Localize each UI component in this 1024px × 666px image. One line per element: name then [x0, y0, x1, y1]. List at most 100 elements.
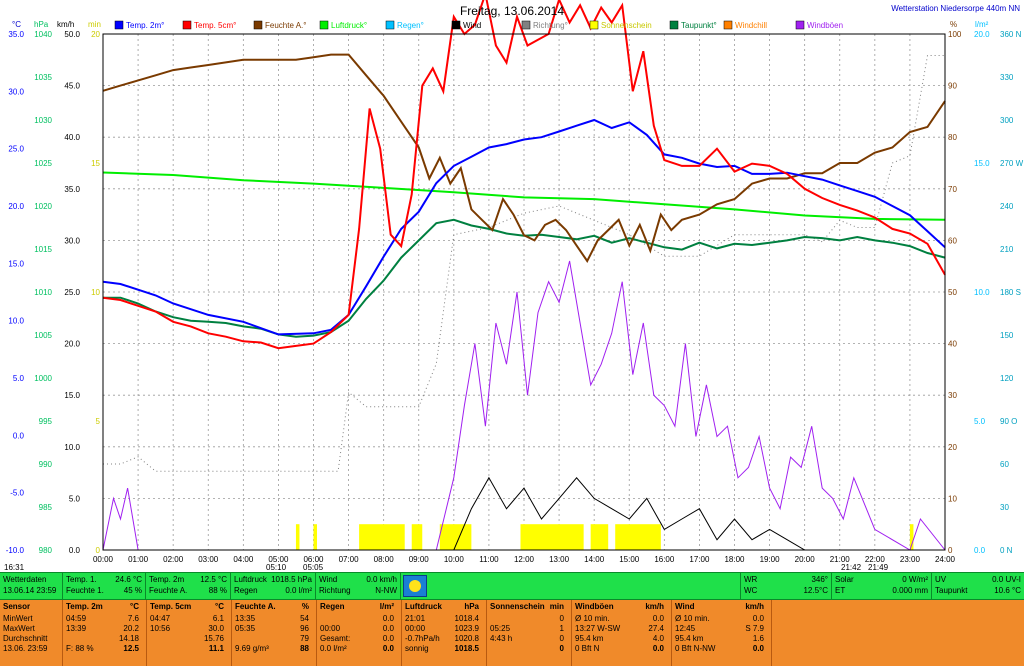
stats-cell-value: 79	[300, 634, 309, 643]
regen-label: Regen	[234, 586, 258, 595]
y-tick-label: 0	[96, 546, 101, 555]
sunshine-bars	[295, 524, 914, 550]
stats-cell-note: F: 88 %	[66, 644, 94, 653]
x-tick-label: 20:00	[795, 555, 816, 564]
taupunkt-label: Taupunkt	[935, 586, 968, 595]
uv-value: 0.0 UV-I	[992, 575, 1021, 584]
sunshine-bar	[615, 524, 661, 550]
et-label: ET	[835, 586, 846, 595]
humidity-unit: %	[950, 20, 957, 29]
stats-cell: 04:59 7.6	[66, 614, 143, 624]
legend-swatch	[253, 20, 263, 30]
x-tick-label: 06:00	[303, 555, 324, 564]
y-tick-label: 60	[948, 236, 957, 245]
weather-chart: 35.0 30.0 25.0 20.0 15.0 10.0 5.0 0.0 -5.0 -10.0 1…	[4, 0, 1024, 572]
stats-cell: 0 Bft N 0.0	[575, 644, 668, 654]
legend-label: Temp. 5cm°	[194, 21, 236, 30]
y-tick-label: 0 N	[1000, 546, 1013, 555]
legend-label: Luftdruck°	[331, 21, 367, 30]
series-line-temp-5cm-	[102, 0, 946, 350]
y-tick-label: 1040	[34, 30, 52, 39]
temp2m-label: Temp. 2m	[149, 575, 185, 584]
y-tick-label: 40	[948, 340, 957, 349]
sunshine-bar	[295, 524, 300, 550]
solar-value: 0 W/m²	[902, 575, 928, 584]
y-tick-label: 1025	[34, 159, 52, 168]
row-label-current: 13.06. 23:59	[3, 644, 48, 653]
stats-col-windb-en: Windböen km/h Ø 10 min. 0.0 13:27 W-SW 27.4 95…	[572, 600, 672, 666]
x-tick-label: 10:00	[444, 555, 465, 564]
chart-title: Freitag, 13.06.2014	[460, 4, 564, 18]
stats-cell: 12:45 S 7.9	[675, 624, 768, 634]
stats-cell: Ø 10 min. 0.0	[675, 614, 768, 624]
legend-label: Wind	[463, 21, 481, 30]
stats-col-unit: km/h	[745, 602, 764, 611]
y-tick-label: 50	[948, 288, 957, 297]
stats-col-header: Sonnenschein min	[490, 602, 568, 614]
row-label-max: MaxWert	[3, 624, 35, 633]
stats-cell-note: 9.69 g/m³	[235, 644, 269, 653]
y-tick-label: 1000	[34, 374, 52, 383]
stats-cell-note: 0 Bft N-NW	[675, 644, 716, 653]
chart-axes: 35.0 30.0 25.0 20.0 15.0 10.0 5.0 0.0 -5.0 -10.0 1…	[6, 30, 1024, 564]
feuchteA-label: Feuchte A.	[149, 586, 188, 595]
temp1-label: Temp. 1.	[66, 575, 97, 584]
uv-label: UV	[935, 575, 947, 584]
x-tick-label: 18:00	[724, 555, 745, 564]
stats-cell-value: 0.0	[382, 644, 394, 653]
x-tick-label: 11:00	[479, 555, 499, 564]
sunshine-bar	[313, 524, 318, 550]
y-tick-label: 1005	[34, 331, 52, 340]
y-tick-label: 10.0	[974, 288, 990, 297]
y-tick-label: 120	[1000, 374, 1014, 383]
legend-swatch	[451, 20, 461, 30]
stats-cell-value: 27.4	[648, 624, 664, 633]
stats-cell: 0 Bft N-NW 0.0	[675, 644, 768, 654]
y-tick-label: 990	[39, 460, 53, 469]
pressure-unit: hPa	[34, 20, 49, 29]
stats-cell-value: 0.0	[652, 614, 664, 623]
stats-cell: 79	[235, 634, 313, 644]
stats-cell-value: 0.0	[382, 624, 394, 633]
stats-cell-note: 04:47	[150, 614, 171, 623]
stats-cell-value: 12.5	[123, 644, 139, 653]
wc-label: WC	[744, 586, 758, 595]
stats-cell-note: Ø 10 min.	[575, 614, 610, 623]
y-tick-label: 70	[948, 185, 957, 194]
legend-swatch	[114, 20, 124, 30]
stats-cell-value: 0	[559, 644, 564, 653]
stats-col-regen: Regen l/m² 0.0 00:00 0.0 Gesamt: 0.0 0.0 l/m² 0.…	[317, 600, 402, 666]
sunny-weather-icon	[403, 575, 427, 597]
y-tick-label: 35.0	[8, 30, 24, 39]
stats-cell-value: 0.0	[382, 634, 394, 643]
y-tick-label: 80	[948, 133, 957, 142]
sunshine-bar	[411, 524, 423, 550]
stats-cell-value: 7.6	[127, 614, 139, 623]
stats-col-unit: °C	[130, 602, 139, 611]
stats-col-title: Wind	[675, 602, 695, 611]
richtung-label: Richtung	[319, 586, 351, 595]
y-tick-label: 20.0	[974, 30, 990, 39]
series-line-temp-2m-	[102, 118, 946, 336]
legend-swatch	[723, 20, 733, 30]
luftdruck-value: 1018.5 hPa	[271, 575, 312, 584]
legend-swatch	[319, 20, 329, 30]
y-tick-label: 45.0	[64, 82, 80, 91]
stats-col-title: Sonnenschein	[490, 602, 545, 611]
legend-swatch	[795, 20, 805, 30]
stats-cell: 11.1	[150, 644, 228, 654]
stats-cell: 0.0 l/m² 0.0	[320, 644, 398, 654]
y-tick-label: 20	[948, 443, 957, 452]
y-tick-label: 30	[948, 391, 957, 400]
y-tick-label: 60	[1000, 460, 1009, 469]
stats-cell: 05:35 96	[235, 624, 313, 634]
stats-cell-note: 13:27 W-SW	[575, 624, 621, 633]
stats-col-unit: min	[549, 602, 564, 611]
x-tick-label: 04:00	[233, 555, 254, 564]
x-tick-label: 07:00	[339, 555, 360, 564]
stats-cell-value: 1.6	[752, 634, 764, 643]
x-tick-label: 16:00	[654, 555, 675, 564]
temp1-cell: Temp. 1. 24.6 °C Feuchte 1. 45 %	[63, 573, 146, 599]
feuchte1-label: Feuchte 1.	[66, 586, 104, 595]
